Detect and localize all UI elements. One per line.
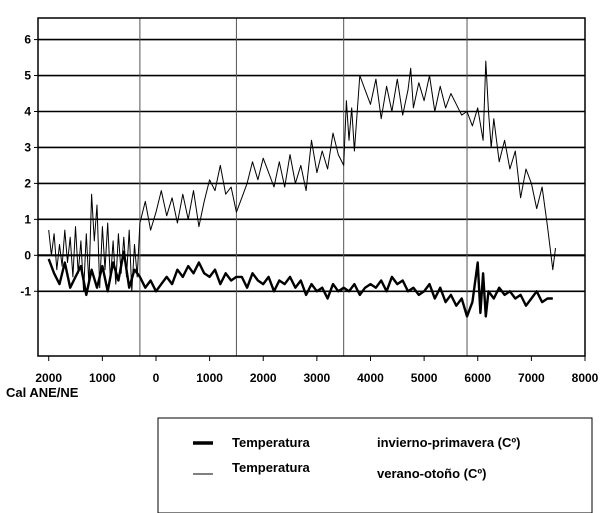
x-tick-label: 3000 — [304, 371, 331, 385]
x-tick-label: 7000 — [518, 371, 545, 385]
y-tick-label: 2 — [24, 176, 31, 190]
x-tick-label: 1000 — [196, 371, 223, 385]
legend-desc-invierno-primavera: invierno-primavera (Cº) — [377, 435, 520, 450]
x-tick-label: 2000 — [35, 371, 62, 385]
legend-label-verano-otono: Temperatura — [232, 460, 311, 475]
x-tick-label: 6000 — [464, 371, 491, 385]
y-tick-label: 5 — [24, 69, 31, 83]
x-tick-label: 5000 — [411, 371, 438, 385]
legend-box — [158, 418, 592, 513]
x-tick-label: 8000 — [572, 371, 599, 385]
y-tick-label: -1 — [20, 284, 31, 298]
x-tick-label: 1000 — [89, 371, 116, 385]
x-tick-label: 2000 — [250, 371, 277, 385]
legend-desc-verano-otono: verano-otoño (Cº) — [377, 466, 486, 481]
x-tick-label: 4000 — [357, 371, 384, 385]
y-tick-label: 1 — [24, 212, 31, 226]
x-tick-label: 0 — [153, 371, 160, 385]
y-tick-label: 4 — [24, 104, 31, 118]
x-axis-label: Cal ANE/NE — [6, 385, 79, 400]
y-tick-label: 3 — [24, 140, 31, 154]
y-tick-label: 6 — [24, 33, 31, 47]
y-tick-label: 0 — [24, 248, 31, 262]
legend-label-invierno-primavera: Temperatura — [232, 435, 311, 450]
legend: Temperatura invierno-primavera (Cº) Temp… — [158, 418, 592, 513]
